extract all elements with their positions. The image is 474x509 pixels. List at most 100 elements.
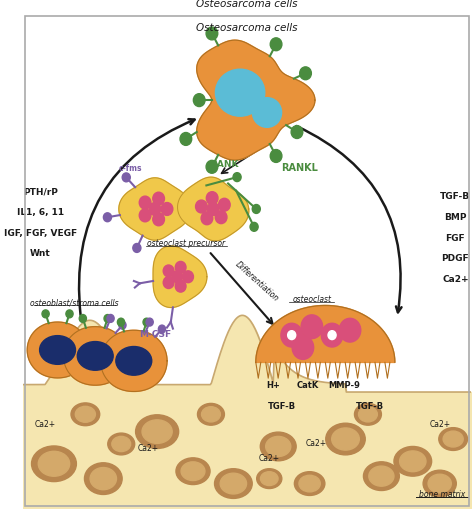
Text: Ca2+: Ca2+ <box>306 439 327 448</box>
Text: TGF-B: TGF-B <box>356 403 384 411</box>
Ellipse shape <box>216 69 265 116</box>
Text: BMP: BMP <box>444 213 466 222</box>
Ellipse shape <box>112 436 131 451</box>
Circle shape <box>207 203 219 215</box>
Circle shape <box>153 213 164 226</box>
Text: Ca2+: Ca2+ <box>429 420 450 429</box>
Ellipse shape <box>38 451 70 476</box>
Ellipse shape <box>198 404 224 425</box>
Ellipse shape <box>364 462 399 491</box>
Text: Wnt: Wnt <box>30 249 51 259</box>
Circle shape <box>163 265 174 277</box>
Circle shape <box>250 222 258 231</box>
Circle shape <box>66 310 73 318</box>
Circle shape <box>292 335 314 359</box>
Ellipse shape <box>428 474 451 493</box>
Circle shape <box>139 196 151 209</box>
Ellipse shape <box>443 431 463 447</box>
Polygon shape <box>256 305 395 362</box>
Text: RANKL: RANKL <box>282 163 318 173</box>
Ellipse shape <box>439 428 467 450</box>
Text: Ca2+: Ca2+ <box>259 455 280 463</box>
Circle shape <box>163 276 174 289</box>
Text: MMP-9: MMP-9 <box>328 381 361 390</box>
Ellipse shape <box>294 472 325 495</box>
Ellipse shape <box>201 407 220 422</box>
Text: RANK: RANK <box>210 160 238 169</box>
Circle shape <box>206 27 218 40</box>
Ellipse shape <box>355 404 382 425</box>
Circle shape <box>201 212 213 224</box>
Ellipse shape <box>369 466 394 486</box>
Circle shape <box>301 315 323 338</box>
Circle shape <box>103 213 111 222</box>
Ellipse shape <box>84 463 122 494</box>
Circle shape <box>143 318 150 326</box>
Text: IL1, 6, 11: IL1, 6, 11 <box>17 208 64 217</box>
Ellipse shape <box>116 347 152 375</box>
Circle shape <box>206 160 218 173</box>
Circle shape <box>270 38 282 51</box>
Text: osteoclast: osteoclast <box>292 295 331 304</box>
Ellipse shape <box>358 407 377 422</box>
Text: Ca2+: Ca2+ <box>442 275 469 284</box>
Text: Differentiation: Differentiation <box>233 260 280 303</box>
Circle shape <box>79 315 86 322</box>
Circle shape <box>104 315 111 322</box>
Ellipse shape <box>265 436 291 457</box>
Ellipse shape <box>71 403 100 426</box>
Ellipse shape <box>299 475 320 492</box>
Ellipse shape <box>40 335 75 364</box>
Circle shape <box>149 203 161 215</box>
Ellipse shape <box>257 469 282 489</box>
Circle shape <box>193 94 205 106</box>
Ellipse shape <box>136 415 179 448</box>
Ellipse shape <box>75 406 95 422</box>
Polygon shape <box>178 177 249 241</box>
Circle shape <box>153 192 164 205</box>
Ellipse shape <box>215 469 252 498</box>
Circle shape <box>122 173 130 182</box>
Circle shape <box>206 192 218 205</box>
Circle shape <box>158 325 165 333</box>
Circle shape <box>139 209 151 222</box>
Ellipse shape <box>181 462 205 480</box>
Circle shape <box>300 67 311 80</box>
Polygon shape <box>119 178 191 240</box>
Circle shape <box>252 205 260 213</box>
Circle shape <box>118 318 125 326</box>
Circle shape <box>339 318 361 342</box>
Text: FGF: FGF <box>446 234 465 243</box>
Ellipse shape <box>32 446 76 482</box>
Ellipse shape <box>400 451 426 472</box>
Text: TGF-B: TGF-B <box>440 192 471 201</box>
Text: IGF, FGF, VEGF: IGF, FGF, VEGF <box>4 229 77 238</box>
Text: PDGF: PDGF <box>442 254 469 264</box>
Circle shape <box>161 203 173 215</box>
Text: H+: H+ <box>266 381 280 390</box>
Circle shape <box>219 199 230 211</box>
Circle shape <box>107 315 114 322</box>
Ellipse shape <box>90 468 117 490</box>
Circle shape <box>180 132 191 146</box>
Text: Osteosarcoma cells: Osteosarcoma cells <box>196 0 298 9</box>
Ellipse shape <box>332 428 359 450</box>
Text: Ca2+: Ca2+ <box>35 420 55 429</box>
Polygon shape <box>27 322 88 378</box>
Circle shape <box>288 331 296 340</box>
Ellipse shape <box>260 432 296 461</box>
Ellipse shape <box>176 458 210 485</box>
Circle shape <box>270 150 282 162</box>
Ellipse shape <box>220 473 246 494</box>
Text: c-fms: c-fms <box>118 164 142 173</box>
Ellipse shape <box>261 472 278 486</box>
Ellipse shape <box>142 420 172 443</box>
Text: TGF-B: TGF-B <box>268 403 296 411</box>
Text: osteoblast/stroma cells: osteoblast/stroma cells <box>30 298 118 307</box>
Ellipse shape <box>394 446 432 476</box>
Circle shape <box>172 271 182 282</box>
Circle shape <box>215 211 227 223</box>
Circle shape <box>119 321 126 329</box>
Polygon shape <box>153 246 207 307</box>
Circle shape <box>321 323 343 347</box>
